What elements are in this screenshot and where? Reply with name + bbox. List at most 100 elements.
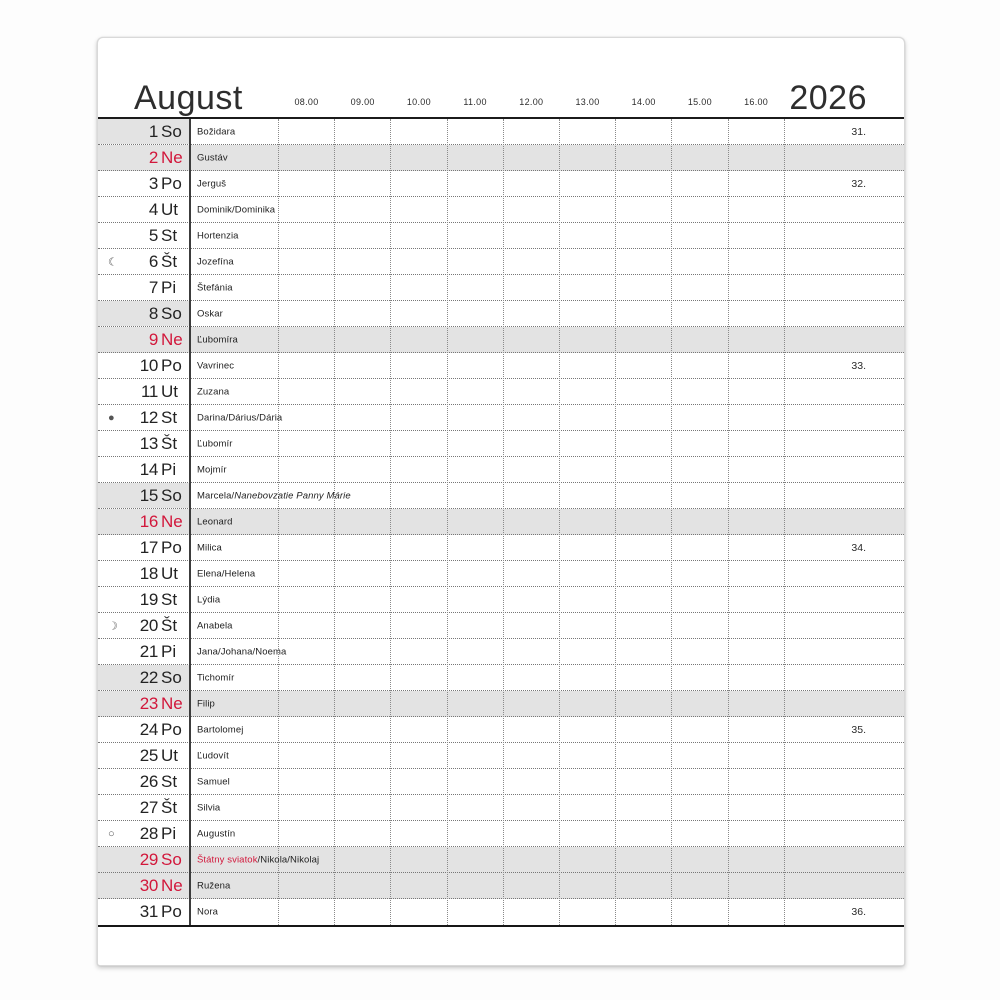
new-moon-moon-icon: ● [108,411,115,424]
day-label: 24 Po [98,717,189,742]
nameday-text: Milica [197,542,222,553]
day-number: 21 [139,641,159,661]
nameday-text: Gustáv [197,152,228,163]
time-label: 09.00 [350,97,375,107]
week-number: 36. [851,906,866,918]
day-label: 15 So [98,483,189,508]
day-row: 8 So Oskar [98,301,904,327]
calendar-grid: 1 So Božidara 31. 2 Ne Gustáv 3 Po Jerguš 32. 4 Ut Do… [98,119,904,927]
nameday-text: Ľudovít [197,750,229,761]
day-label: 17 Po [98,535,189,560]
day-label: 8 So [98,301,189,326]
weekday-abbreviation: Ne [161,875,183,895]
time-label: 08.00 [294,97,319,107]
calendar-header: August 08.00 09.00 10.00 11.00 12.00 13.00 14.… [98,38,904,119]
month-title: August [134,79,243,117]
day-number: 9 [148,329,158,349]
day-row: 4 Ut Dominik/Dominika [98,197,904,223]
day-number: 20 [139,615,159,635]
nameday-text: Jana/Johana/Noema [197,646,287,657]
day-row: 21 Pi Jana/Johana/Noema [98,639,904,665]
day-label: 16 Ne [98,509,189,534]
day-number: 28 [139,823,159,843]
day-number: 10 [139,355,159,375]
day-number: 23 [139,693,159,713]
day-row: 14 Pi Mojmír [98,457,904,483]
week-number: 33. [851,359,866,372]
day-label: 7 Pi [98,275,189,300]
weekday-abbreviation: Po [161,355,182,375]
day-row: 26 St Samuel [98,769,904,795]
day-row: 16 Ne Leonard [98,509,904,535]
weekday-abbreviation: St [161,771,178,791]
nameday-text: Elena/Helena [197,568,256,579]
day-label: 30 Ne [98,873,189,898]
weekday-abbreviation: St [161,589,178,609]
nameday-text: Anabela [197,620,233,631]
weekday-abbreviation: Ne [161,693,183,713]
day-label: 31 Po [98,899,189,925]
day-label: 10 Po [98,353,189,378]
nameday-text: Ružena [197,880,231,891]
week-number: 32. [851,177,866,190]
first-quarter-moon-icon: ☽ [108,620,118,632]
day-row: 24 Po Bartolomej 35. [98,717,904,743]
weekday-abbreviation: Št [161,251,178,271]
nameday-text: Zuzana [197,386,230,397]
nameday-text: Silvia [197,802,221,813]
nameday-text: Jozefína [197,256,234,267]
day-row: 10 Po Vavrinec 33. [98,353,904,379]
nameday-text: Nora [197,906,218,918]
day-label: 27 Št [98,795,189,820]
day-column-divider [189,119,191,925]
nameday-text: Ľubomír [197,438,233,449]
day-number: 17 [139,537,159,557]
nameday-text: Bartolomej [197,724,244,735]
day-row: ☾ 6 Št Jozefína [98,249,904,275]
day-label: 19 St [98,587,189,612]
day-label: 2 Ne [98,145,189,170]
nameday-text: Augustín [197,828,236,839]
day-number: 5 [148,225,158,245]
day-row: 11 Ut Zuzana [98,379,904,405]
day-number: 16 [139,511,159,531]
day-row: ● 12 St Darina/Dárius/Dária [98,405,904,431]
day-label: 23 Ne [98,691,189,716]
day-number: 25 [139,745,159,765]
day-label: 4 Ut [98,197,189,222]
day-number: 7 [148,277,158,297]
day-label: 1 So [98,119,189,144]
day-number: 26 [139,771,159,791]
day-row: 31 Po Nora 36. [98,899,904,925]
day-label: 21 Pi [98,639,189,664]
day-number: 2 [148,147,158,167]
nameday-text: Tichomír [197,672,235,683]
weekday-abbreviation: Ne [161,511,183,531]
week-number: 34. [851,541,866,554]
time-label: 15.00 [687,97,712,107]
day-label: ○ 28 Pi [98,821,189,846]
nameday-text: Vavrinec [197,360,235,371]
weekday-abbreviation: Pi [161,641,177,661]
day-row: 13 Št Ľubomír [98,431,904,457]
day-label: 11 Ut [98,379,189,404]
day-label: 3 Po [98,171,189,196]
nameday-text: Dominik/Dominika [197,204,276,215]
week-number: 31. [851,125,866,138]
day-number: 30 [139,875,159,895]
day-label: 29 So [98,847,189,872]
week-number: 35. [851,723,866,736]
day-label: 18 Ut [98,561,189,586]
nameday-text: Marcela/Nanebovzatie Panny Márie [197,490,351,501]
weekday-abbreviation: Št [161,433,178,453]
weekday-abbreviation: So [161,667,182,687]
weekday-abbreviation: Ut [161,199,178,219]
page-footer-margin [98,927,904,965]
day-number: 12 [139,407,159,427]
day-label: 13 Št [98,431,189,456]
weekday-abbreviation: Št [161,797,178,817]
year-title: 2026 [789,79,867,117]
weekday-abbreviation: Po [161,902,182,921]
nameday-text: Štátny sviatok/Nikola/Nikolaj [197,854,320,865]
day-row: 27 Št Silvia [98,795,904,821]
